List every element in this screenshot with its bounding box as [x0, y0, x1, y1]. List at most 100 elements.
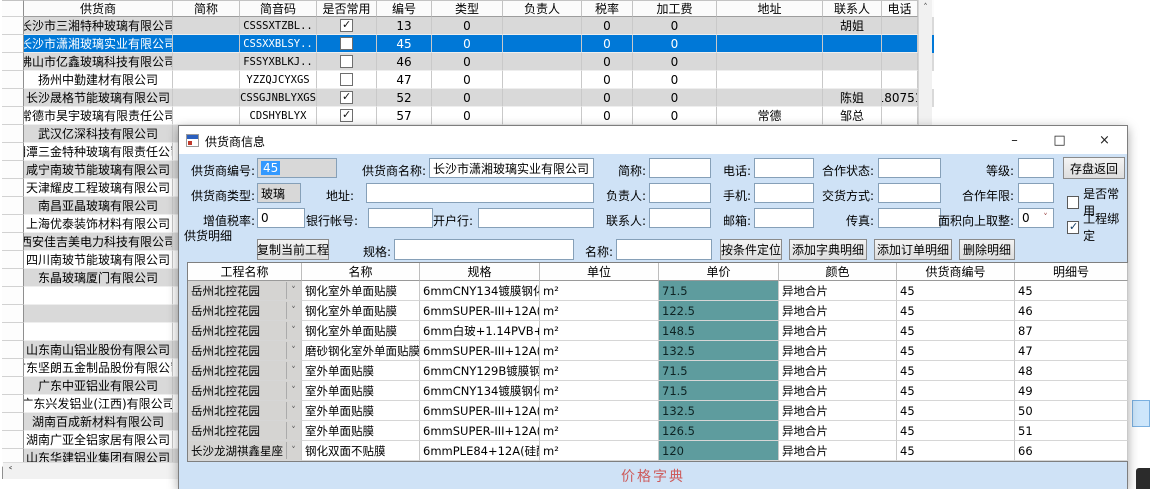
project-name-combobox[interactable]: 岳州北控花园 ˅ [188, 281, 302, 301]
grid-cell[interactable]: 46 [1015, 301, 1128, 321]
grid-cell[interactable]: 6mmSUPER-III+12A(硅... [420, 421, 540, 441]
grid-cell[interactable]: 45 [1015, 281, 1128, 301]
supplier-id-input[interactable]: 45 [257, 158, 337, 178]
grid-cell[interactable]: m² [540, 341, 659, 361]
grid-column-header[interactable]: 名称 [302, 263, 420, 281]
grid-cell[interactable]: m² [540, 421, 659, 441]
column-header[interactable]: 联系人 [823, 0, 882, 17]
grid-cell[interactable]: 122.5 [659, 301, 779, 321]
grid-cell[interactable]: 6mmSUPER-III+12A(硅... [420, 401, 540, 421]
grid-cell[interactable]: m² [540, 381, 659, 401]
grid-cell[interactable]: 45 [897, 301, 1015, 321]
column-header[interactable]: 税率 [582, 0, 633, 17]
grid-cell[interactable]: 50 [1015, 401, 1128, 421]
grid-column-header[interactable]: 工程名称 [188, 263, 302, 281]
grid-cell[interactable]: 异地合片 [779, 421, 897, 441]
grid-cell[interactable]: m² [540, 401, 659, 421]
grid-cell[interactable]: 异地合片 [779, 321, 897, 341]
grid-cell[interactable]: 132.5 [659, 341, 779, 361]
grid-cell[interactable]: 87 [1015, 321, 1128, 341]
vat-rate-input[interactable]: 0 [257, 208, 305, 228]
project-name-combobox[interactable]: 岳州北控花园 ˅ [188, 361, 302, 381]
grid-column-header[interactable]: 明细号 [1015, 263, 1128, 281]
grid-row[interactable]: 岳州北控花园 ˅ 室外单面贴膜 6mmCNY134镀膜钢化 m² 71.5 异地合片 45 49 [188, 381, 1128, 401]
name-filter-input[interactable] [616, 239, 712, 260]
supplier-type-input[interactable]: 玻璃 [257, 183, 301, 203]
grid-cell[interactable]: 异地合片 [779, 441, 897, 461]
grid-cell[interactable]: 6mmSUPER-III+12A(硅... [420, 301, 540, 321]
project-name-combobox[interactable]: 岳州北控花园 ˅ [188, 421, 302, 441]
coop-years-input[interactable] [1018, 183, 1054, 203]
grid-row[interactable]: 岳州北控花园 ˅室外单面贴膜6mmSUPER-III+12A(硅...m²132.… [188, 401, 1128, 421]
grid-cell[interactable]: 132.5 [659, 401, 779, 421]
maximize-button[interactable]: □ [1053, 132, 1066, 148]
unchecked-checkbox-icon[interactable] [340, 55, 353, 68]
grid-cell[interactable]: m² [540, 321, 659, 341]
grade-input[interactable] [1018, 158, 1054, 178]
checked-checkbox-icon[interactable] [340, 90, 353, 104]
unchecked-checkbox-icon[interactable] [340, 37, 353, 50]
grid-row[interactable]: 岳州北控花园 ˅钢化室外单面贴膜6mmSUPER-III+12A(硅...m²12… [188, 301, 1128, 321]
grid-cell[interactable]: 45 [897, 341, 1015, 361]
grid-cell[interactable]: 6mm白玻+1.14PVB+6mm... [420, 321, 540, 341]
grid-cell[interactable]: 6mmCNY134镀膜钢化 [420, 381, 540, 401]
grid-column-header[interactable]: 单价 [659, 263, 779, 281]
column-header[interactable]: 地址 [717, 0, 823, 17]
grid-cell[interactable]: 45 [897, 401, 1015, 421]
project-name-combobox[interactable]: 岳州北控花园 ˅ [188, 401, 302, 421]
grid-column-header[interactable]: 单位 [540, 263, 659, 281]
grid-cell[interactable]: 66 [1015, 441, 1128, 461]
grid-row[interactable]: 岳州北控花园 ˅室外单面贴膜6mmSUPER-III+12A(硅...m²126.… [188, 421, 1128, 441]
vertical-scrollbar[interactable]: ˄ [918, 0, 932, 127]
is-common-checkbox[interactable]: 是否常用 [1067, 185, 1127, 219]
column-header[interactable]: 电话 [882, 0, 918, 17]
supplier-row[interactable]: 佛山市亿鑫玻璃科技有限公司 FSSYXBLKJ.. 46 0 0 0 [2, 53, 934, 71]
grid-cell[interactable]: 45 [897, 381, 1015, 401]
checked-checkbox-icon[interactable] [340, 108, 353, 122]
add-order-detail-button[interactable]: 添加订单明细 [874, 239, 952, 260]
project-name-combobox[interactable]: 岳州北控花园 ˅ [188, 381, 302, 401]
grid-cell[interactable]: 钢化室外单面贴膜 [302, 321, 420, 341]
column-header[interactable]: 类型 [432, 0, 503, 17]
scroll-left-icon[interactable]: ˂ [7, 464, 14, 478]
grid-cell[interactable]: 异地合片 [779, 341, 897, 361]
grid-cell[interactable]: m² [540, 281, 659, 301]
grid-cell[interactable]: 异地合片 [779, 301, 897, 321]
grid-cell[interactable]: 45 [897, 441, 1015, 461]
grid-cell[interactable]: 45 [897, 281, 1015, 301]
column-header[interactable]: 简称 [173, 0, 240, 17]
grid-column-header[interactable]: 供货商编号 [897, 263, 1015, 281]
supplier-name-input[interactable]: 长沙市潇湘玻璃实业有限公司 [429, 158, 594, 178]
project-name-combobox[interactable]: 岳州北控花园 ˅ [188, 301, 302, 321]
grid-cell[interactable]: 148.5 [659, 321, 779, 341]
dialog-titlebar[interactable]: 供货商信息 – □ × [179, 126, 1127, 154]
project-binding-checkbox[interactable]: 工程绑定 [1067, 210, 1127, 244]
grid-cell[interactable]: 钢化室外单面贴膜 [302, 301, 420, 321]
supplier-row[interactable]: 扬州中勤建材有限公司 YZZQJCYXGS 47 0 0 0 [2, 71, 934, 89]
supplier-row[interactable]: 常德市昊宇玻璃有限责任公司CDSHYBLYX57000常德邹总 [2, 107, 934, 125]
grid-row[interactable]: 岳州北控花园 ˅磨砂钢化室外单面贴膜6mmSUPER-III+12A(硅...m²… [188, 341, 1128, 361]
close-icon[interactable]: × [1099, 132, 1110, 148]
column-header[interactable]: 是否常用 [317, 0, 377, 17]
locate-by-condition-button[interactable]: 按条件定位 [720, 239, 782, 260]
grid-cell[interactable]: m² [540, 441, 659, 461]
manager-input[interactable] [649, 183, 711, 203]
grid-cell[interactable]: 126.5 [659, 421, 779, 441]
grid-cell[interactable]: 室外单面贴膜 [302, 401, 420, 421]
grid-row[interactable]: 岳州北控花园 ˅钢化室外单面贴膜6mm白玻+1.14PVB+6mm...m²148… [188, 321, 1128, 341]
supplier-row[interactable]: 长沙晟格节能玻璃有限公司CSSGJNBLYXGS52000陈姐180751 [2, 89, 934, 107]
column-header[interactable]: 简音码 [240, 0, 317, 17]
email-input[interactable] [754, 208, 814, 228]
bank-account-input[interactable] [368, 208, 433, 228]
coop-status-input[interactable] [878, 158, 941, 178]
grid-cell[interactable]: 室外单面贴膜 [302, 381, 420, 401]
column-header[interactable]: 加工费 [633, 0, 717, 17]
grid-cell[interactable]: 钢化双面不贴膜 [302, 441, 420, 461]
grid-cell[interactable]: 6mmCNY129B镀膜钢化 [420, 361, 540, 381]
save-return-button[interactable]: 存盘返回 [1063, 157, 1125, 179]
horizontal-scrollbar[interactable]: ˂ [3, 462, 178, 479]
contact-input[interactable] [649, 208, 711, 228]
mobile-input[interactable] [754, 183, 814, 203]
add-dictionary-detail-button[interactable]: 添加字典明细 [789, 239, 867, 260]
